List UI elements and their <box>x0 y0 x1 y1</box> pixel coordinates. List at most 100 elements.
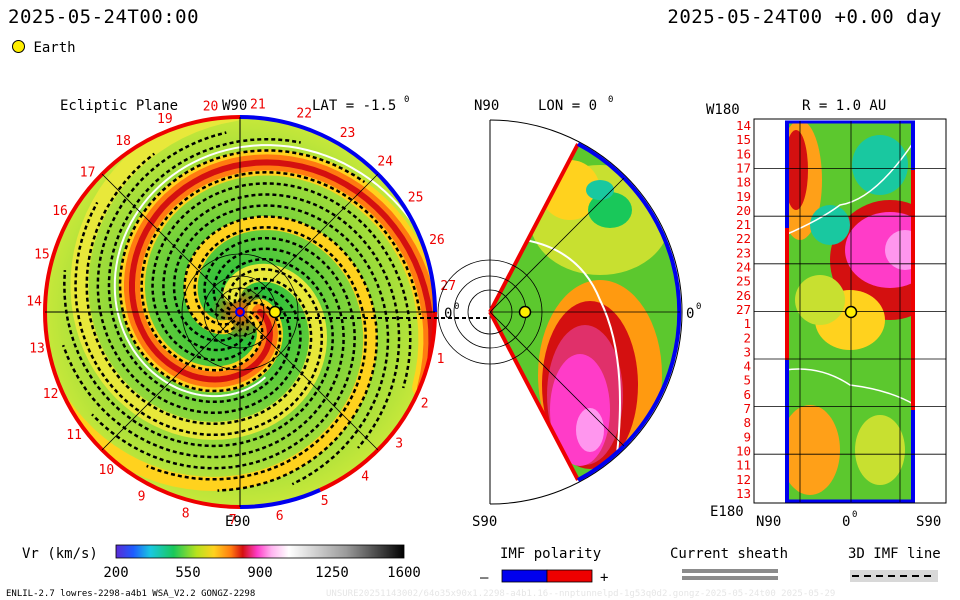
synoptic-row-label: 9 <box>743 429 751 444</box>
sheath-title: Current sheath <box>670 546 788 562</box>
meridional-right-degree: 0 <box>696 302 701 312</box>
meridional-edge-bottom <box>488 311 580 481</box>
imf-positive-swatch <box>546 569 593 583</box>
imfline-legend: 3D IMF line <box>848 546 941 582</box>
day-number-label: 27 <box>440 279 456 294</box>
day-number-label: 20 <box>203 99 219 114</box>
meridional-top-label: N90 <box>474 98 499 114</box>
synoptic-r-label: R = 1.0 AU <box>802 98 886 114</box>
imf-minus: – <box>480 570 489 586</box>
colorbar-ticks: 200 550 900 1250 1600 <box>103 565 421 581</box>
spiral-band <box>129 159 435 391</box>
synoptic-top-left: W180 <box>706 102 740 118</box>
synoptic-row-label: 11 <box>736 458 751 473</box>
imf-plus: + <box>600 570 608 586</box>
sun-icon <box>235 307 245 317</box>
synoptic-row-label: 19 <box>736 189 751 204</box>
synoptic-row-label: 10 <box>736 443 751 458</box>
earth-meridional-icon <box>518 305 532 319</box>
current-sheath-line <box>113 144 434 398</box>
day-number-label: 22 <box>296 107 312 122</box>
synoptic-row-label: 23 <box>736 245 751 260</box>
synoptic-row-label: 5 <box>743 373 751 388</box>
colorbar-tick-label: 200 <box>103 565 128 581</box>
synoptic-row-label: 14 <box>736 118 751 133</box>
earth-marker-icon <box>12 40 25 53</box>
timestamp-left: 2025-05-24T00:00 <box>8 6 200 28</box>
synoptic-row-label: 16 <box>736 146 751 161</box>
synoptic-row-label: 17 <box>736 160 751 175</box>
ecliptic-lat-label: LAT = -1.5 <box>312 98 396 114</box>
synoptic-x-mid: 0 <box>842 514 850 530</box>
day-number-label: 4 <box>361 470 369 485</box>
day-number-label: 8 <box>182 506 190 521</box>
day-number-label: 16 <box>52 204 68 219</box>
ecliptic-title: Ecliptic Plane <box>60 98 178 114</box>
imf-legend: IMF polarity – + <box>480 546 608 586</box>
imf-title: IMF polarity <box>500 546 601 562</box>
imf-negative-swatch <box>501 569 548 583</box>
synoptic-row-label: 12 <box>736 472 751 487</box>
sheath-legend: Current sheath <box>670 546 788 580</box>
imf-line <box>183 215 379 492</box>
synoptic-row-label: 21 <box>736 217 751 232</box>
meridional-field <box>524 160 670 471</box>
day-number-label: 25 <box>408 191 424 206</box>
day-number-label: 24 <box>377 154 393 169</box>
day-number-label: 23 <box>340 126 356 141</box>
day-number-label: 1 <box>437 352 445 367</box>
ecliptic-right-label: 0 <box>444 306 452 322</box>
ecliptic-spiral-field <box>53 117 435 492</box>
day-number-label: 13 <box>29 342 45 357</box>
meridional-right-label: 0 <box>686 306 694 322</box>
imf-line <box>151 182 412 389</box>
ecliptic-right-degree: 0 <box>454 302 459 312</box>
imf-line <box>96 131 302 415</box>
synoptic-bottom-left: E180 <box>710 504 744 520</box>
colorbar-tick-label: 900 <box>247 565 272 581</box>
synoptic-row-label: 8 <box>743 415 751 430</box>
meridional-bottom-label: S90 <box>472 514 497 530</box>
imf-line <box>107 137 301 404</box>
ecliptic-lat-degree: 0 <box>404 95 409 105</box>
synoptic-panel: 1415161718192021222324252627123456789101… <box>706 98 947 530</box>
synoptic-row-label: 20 <box>736 203 751 218</box>
colorbar-label: Vr (km/s) <box>22 546 98 562</box>
synoptic-row-label: 4 <box>743 359 751 374</box>
colorbar-tick-label: 1250 <box>315 565 349 581</box>
synoptic-row-label: 1 <box>743 316 751 331</box>
synoptic-row-label: 24 <box>736 260 751 275</box>
ring-2au <box>181 253 299 371</box>
earth-synoptic-icon <box>844 305 858 319</box>
day-number-label: 12 <box>43 387 59 402</box>
spiral-band <box>53 215 378 492</box>
ecliptic-top-label: W90 <box>222 98 247 114</box>
day-number-label: 14 <box>26 294 42 309</box>
imf-line <box>74 201 324 437</box>
synoptic-row-label: 6 <box>743 387 751 402</box>
day-number-label: 17 <box>80 166 96 181</box>
day-number-label: 15 <box>34 248 50 263</box>
imfline-title: 3D IMF line <box>848 546 941 562</box>
meridional-outline <box>489 119 683 505</box>
earth-legend-label: Earth <box>33 40 76 56</box>
polarity-rim-negative-lower <box>239 488 321 510</box>
synoptic-row-labels: 1415161718192021222324252627123456789101… <box>736 118 751 501</box>
polarity-rim-positive-lower <box>319 311 438 492</box>
day-number-label: 3 <box>395 437 403 452</box>
day-number-label: 2 <box>421 397 429 412</box>
synoptic-row-label: 3 <box>743 344 751 359</box>
day-number-label: 21 <box>250 98 266 113</box>
imf-line <box>63 257 334 448</box>
day-number-label: 10 <box>99 463 115 478</box>
day-number-label: 5 <box>321 494 329 509</box>
day-number-label: 9 <box>138 489 146 504</box>
ring-inner <box>215 287 265 337</box>
meridional-lon-degree: 0 <box>608 95 613 105</box>
day-number-label: 26 <box>429 233 445 248</box>
earth-ecliptic-icon <box>268 305 282 319</box>
ecliptic-bottom-label: E90 <box>225 514 250 530</box>
meridional-panel: N90 LON = 0 0 0 0 S90 <box>437 95 701 530</box>
